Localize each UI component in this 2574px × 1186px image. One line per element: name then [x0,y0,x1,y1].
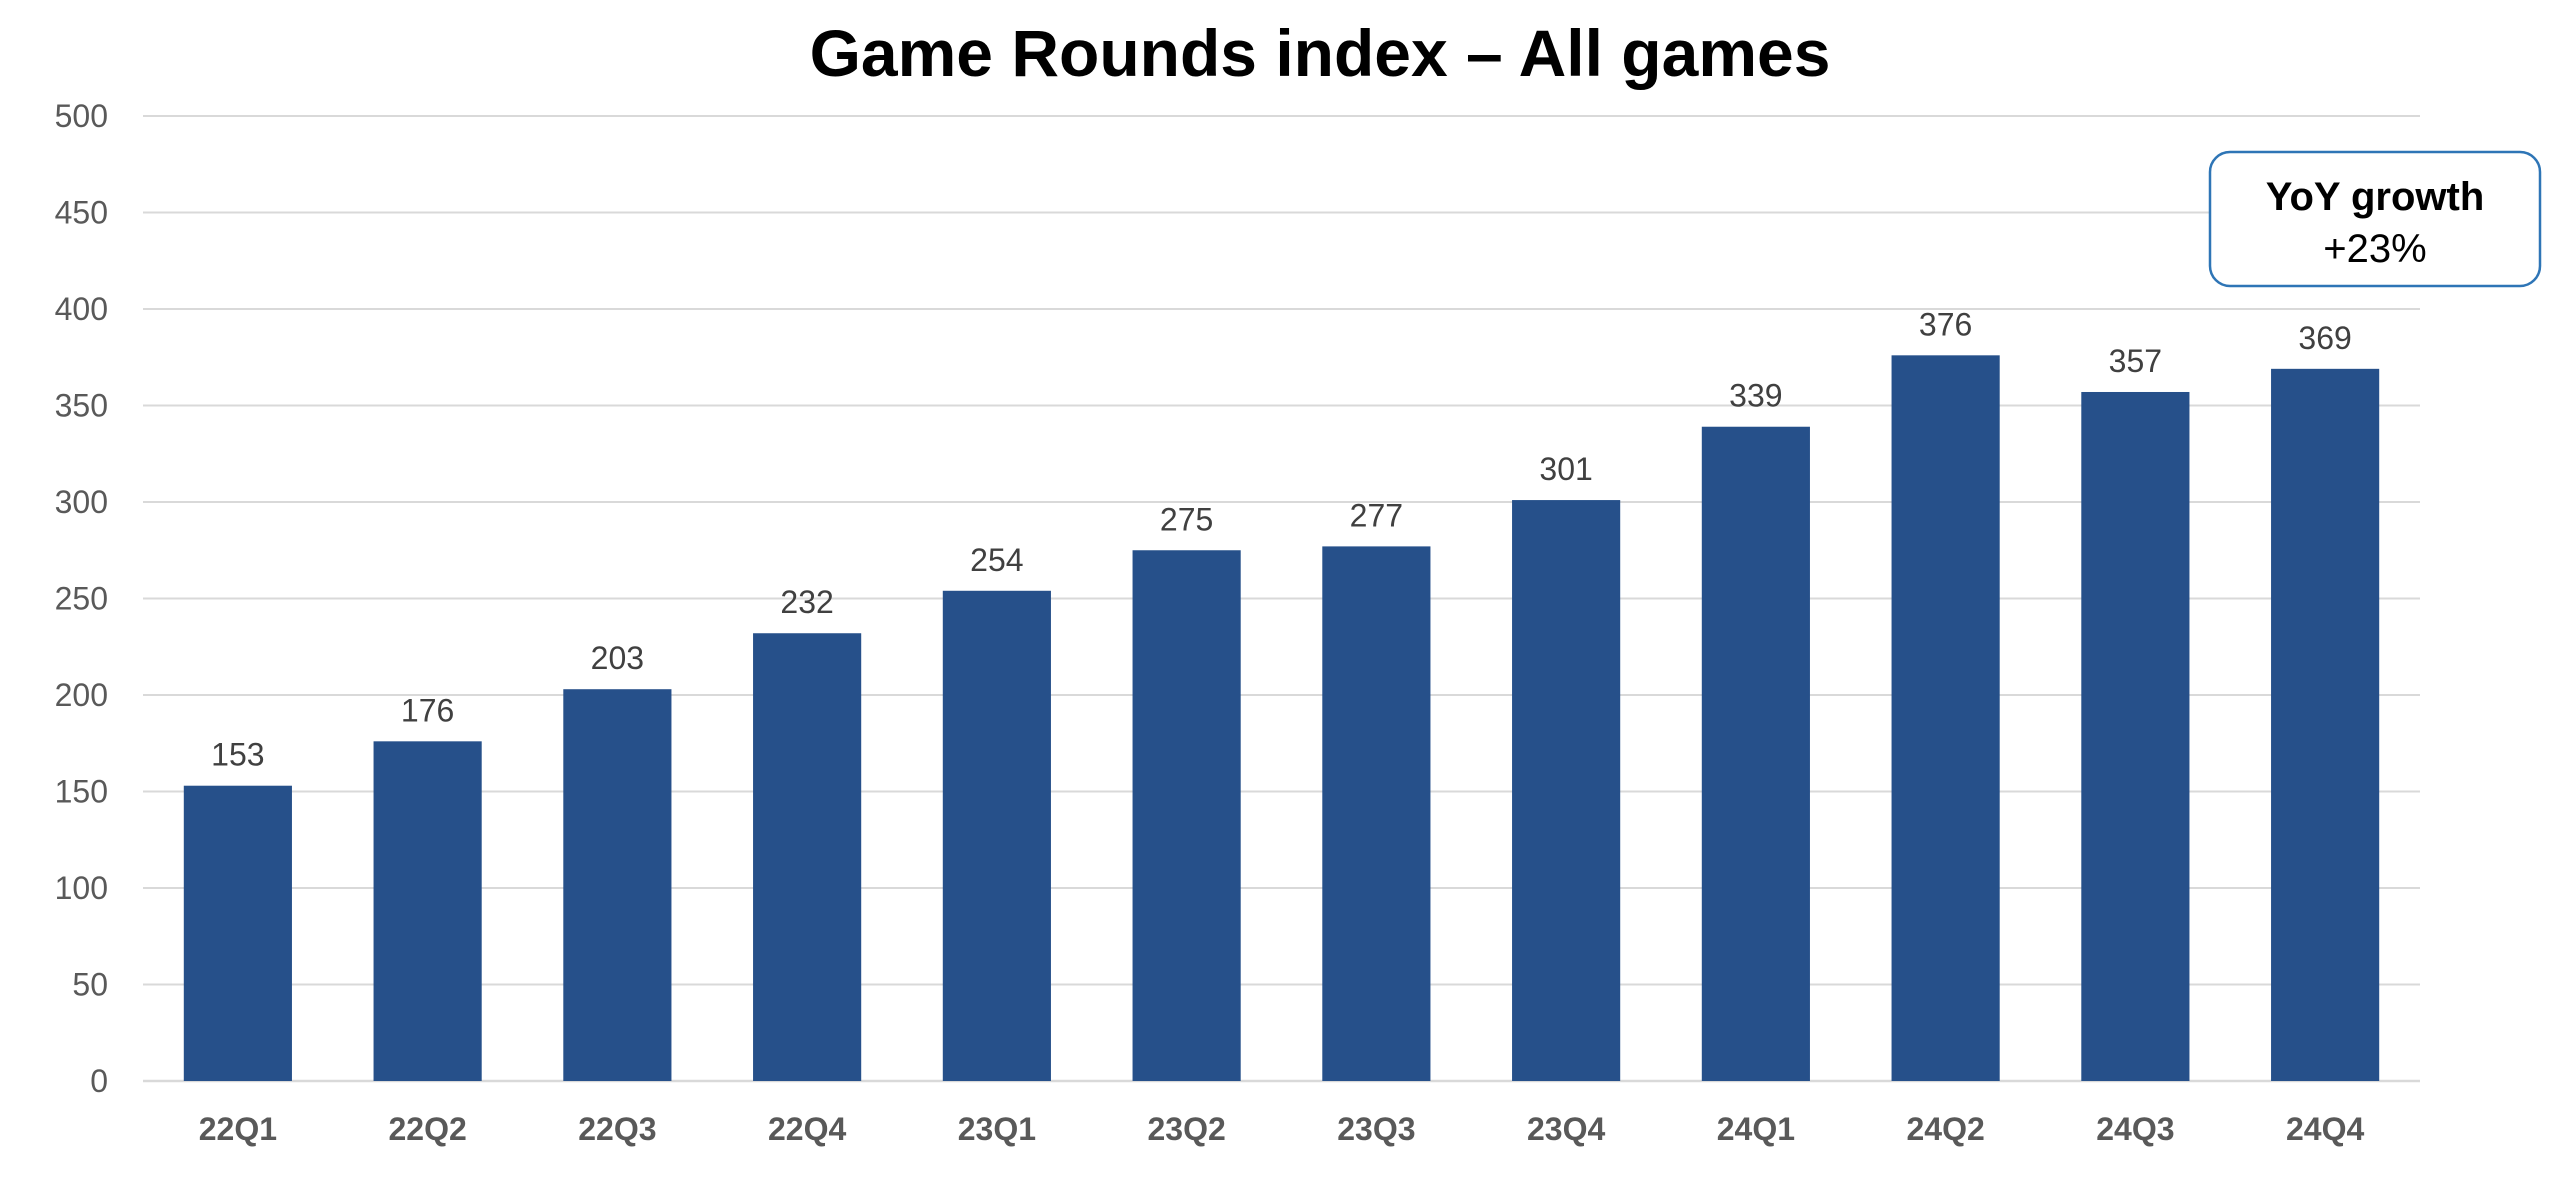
y-tick-label: 350 [55,388,108,424]
bar [183,785,292,1081]
y-tick-label: 500 [55,98,108,134]
bar [1322,546,1431,1081]
bar [2271,368,2380,1082]
y-axis-tick-labels: 0 50 100 150 200 250 300 350 400 450 500 [55,98,108,1099]
bar [1701,426,1810,1082]
y-tick-label: 0 [90,1063,108,1099]
data-labels: 153 176 203 232 254 275 277 301 339 376 357 369 [211,306,2352,772]
data-label: 376 [1919,306,1972,342]
data-label: 357 [2109,343,2162,379]
y-tick-label: 50 [72,967,108,1003]
x-tick-label: 23Q2 [1147,1111,1225,1147]
bar [753,633,862,1081]
bar [373,741,482,1081]
data-label: 339 [1729,378,1782,414]
bar [563,689,672,1081]
x-tick-label: 23Q3 [1337,1111,1415,1147]
x-tick-label: 24Q4 [2286,1111,2364,1147]
data-label: 176 [401,692,454,728]
x-axis-tick-labels: 22Q1 22Q2 22Q3 22Q4 23Q1 23Q2 23Q3 23Q4 24Q1 24Q2… [199,1111,2365,1147]
y-tick-label: 250 [55,581,108,617]
data-label: 254 [970,542,1023,578]
data-label: 369 [2298,320,2351,356]
x-tick-label: 22Q4 [768,1111,846,1147]
data-label: 277 [1350,497,1403,533]
callout-box [2208,150,2542,288]
y-tick-label: 100 [55,870,108,906]
x-tick-label: 22Q3 [578,1111,656,1147]
x-tick-label: 24Q3 [2096,1111,2174,1147]
x-tick-label: 23Q1 [958,1111,1036,1147]
x-tick-label: 24Q2 [1906,1111,1984,1147]
bar [2081,391,2190,1081]
data-label: 153 [211,737,264,773]
x-tick-label: 22Q1 [199,1111,277,1147]
bar [1891,355,2000,1081]
bar [1512,500,1621,1081]
y-tick-label: 150 [55,774,108,810]
bar [1132,550,1241,1081]
data-label: 232 [780,584,833,620]
y-tick-label: 450 [55,195,108,231]
y-tick-label: 200 [55,677,108,713]
x-tick-label: 23Q4 [1527,1111,1605,1147]
chart-title: Game Rounds index – All games [810,16,1831,90]
bars [183,355,2380,1082]
bar [942,590,1051,1081]
gridlines [143,115,2420,1083]
callout-line-1: YoY growth [2266,175,2485,219]
y-tick-label: 300 [55,484,108,520]
data-label: 203 [591,640,644,676]
y-tick-label: 400 [55,291,108,327]
yoy-growth-callout: YoY growth +23% [2208,150,2542,288]
x-tick-label: 24Q1 [1717,1111,1795,1147]
callout-line-2: +23% [2323,227,2426,271]
data-label: 275 [1160,501,1213,537]
x-tick-label: 22Q2 [388,1111,466,1147]
data-label: 301 [1539,451,1592,487]
